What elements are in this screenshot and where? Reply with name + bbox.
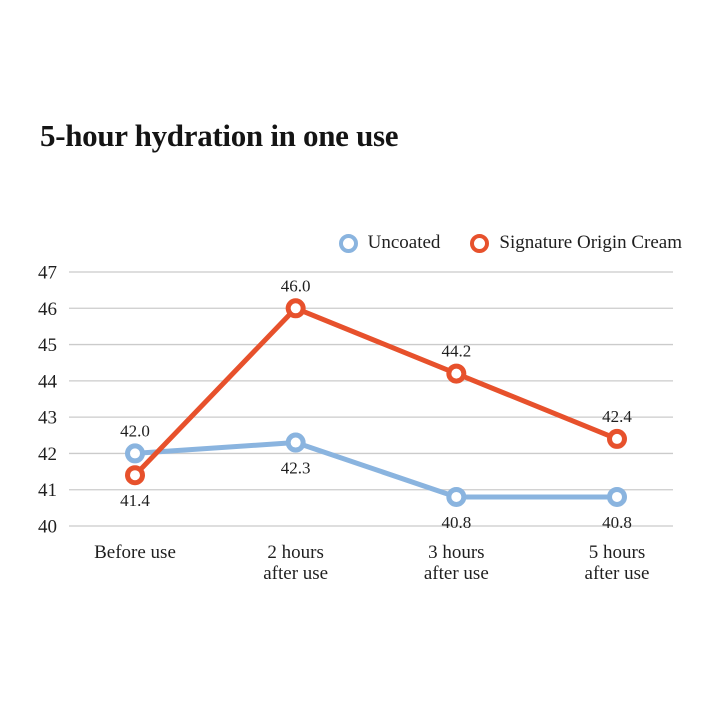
x-label-3: 5 hours after use bbox=[585, 542, 650, 584]
uncoated-value-label-3: 40.8 bbox=[602, 513, 632, 532]
uncoated-ring-marker-icon bbox=[338, 233, 358, 253]
uncoated-line bbox=[132, 440, 620, 500]
legend-item-cream: Signature Origin Cream bbox=[470, 232, 682, 254]
cream-value-label-2: 44.2 bbox=[441, 342, 471, 361]
legend: Uncoated Signature Origin Cream bbox=[338, 232, 682, 254]
uncoated-marker-0 bbox=[125, 443, 145, 464]
uncoated-marker-3 bbox=[607, 486, 627, 507]
y-tick-43: 43 bbox=[38, 408, 57, 429]
x-label-1: 2 hours after use bbox=[263, 542, 328, 584]
uncoated-value-label-1: 42.3 bbox=[281, 459, 311, 478]
uncoated-marker-2 bbox=[446, 486, 467, 507]
uncoated-value-label-2: 40.8 bbox=[441, 513, 471, 532]
chart-title: 5-hour hydration in one use bbox=[40, 118, 399, 153]
cream-ring-marker-icon bbox=[470, 233, 490, 253]
y-tick-41: 41 bbox=[38, 480, 57, 501]
cream-value-label-0: 41.4 bbox=[120, 491, 150, 510]
cream-value-label-1: 46.0 bbox=[281, 276, 311, 295]
y-tick-42: 42 bbox=[38, 444, 57, 465]
cream-marker-0 bbox=[125, 465, 145, 486]
cream-marker-1 bbox=[285, 298, 306, 319]
legend-label-cream: Signature Origin Cream bbox=[499, 232, 682, 253]
y-tick-45: 45 bbox=[38, 335, 57, 356]
uncoated-value-label-0: 42.0 bbox=[120, 421, 150, 440]
legend-label-uncoated: Uncoated bbox=[367, 232, 441, 253]
uncoated-marker-1 bbox=[285, 432, 306, 453]
x-label-0: Before use bbox=[94, 542, 176, 563]
cream-marker-2 bbox=[446, 363, 467, 384]
x-label-2: 3 hours after use bbox=[424, 542, 489, 584]
cream-marker-3 bbox=[607, 428, 627, 449]
y-tick-46: 46 bbox=[38, 299, 57, 320]
y-tick-47: 47 bbox=[38, 263, 57, 284]
cream-value-label-3: 42.4 bbox=[602, 407, 632, 426]
y-tick-40: 40 bbox=[38, 517, 57, 538]
cream-line bbox=[132, 305, 620, 478]
legend-item-uncoated: Uncoated bbox=[338, 232, 441, 254]
y-tick-44: 44 bbox=[38, 371, 58, 392]
